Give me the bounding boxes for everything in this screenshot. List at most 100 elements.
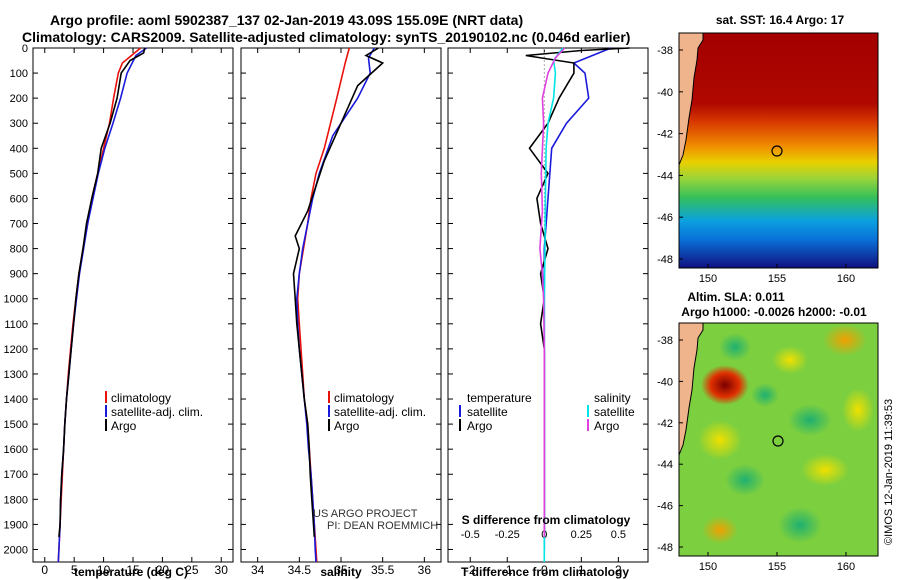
depth-tick-label: 500 xyxy=(10,168,28,180)
x-tick-label: 34.5 xyxy=(288,563,312,577)
x-tick-label: -1 xyxy=(502,563,513,577)
series-argo xyxy=(292,47,385,537)
legend-label-climatology: climatology xyxy=(334,391,394,405)
sla-anomaly-high xyxy=(701,365,749,405)
depth-tick-label: 1000 xyxy=(4,294,28,306)
depth-axis: 0 100 200 300 400 500 600 700 800 900 1000 1100 1200… xyxy=(4,43,648,556)
s-difference-axis-label: S difference from climatology xyxy=(462,513,631,527)
depth-tick-label: 1700 xyxy=(4,469,28,481)
sla-anomaly-high xyxy=(698,420,742,460)
lon-tick-label: 150 xyxy=(699,273,717,285)
x-tick-label: 1 xyxy=(578,563,585,577)
sla-anomaly-high xyxy=(801,454,849,486)
x-tick-label: 0 xyxy=(541,563,548,577)
depth-tick-label: 900 xyxy=(10,269,28,281)
lat-tick-label: -44 xyxy=(657,459,673,471)
lon-tick-label: 160 xyxy=(837,561,855,573)
lon-tick-label: 155 xyxy=(768,273,786,285)
salinity-axis-label: salinity xyxy=(320,565,362,579)
salinity-plot: 34 34.5 35 35.5 36 xyxy=(251,47,432,577)
x-tick-label: 30 xyxy=(215,563,229,577)
difference-legend: temperature satellite Argo salinity sate… xyxy=(459,391,635,433)
sla-anomaly-high xyxy=(772,346,808,374)
lat-tick-label: -42 xyxy=(657,418,673,430)
series-temperature-argo xyxy=(525,47,630,537)
x-tick-label: 36 xyxy=(418,563,432,577)
legend-label-argo: Argo xyxy=(334,419,360,433)
lat-tick-label: -38 xyxy=(657,45,673,57)
sla-map: -38 -40 -42 -44 -46 -48 150 155 160 xyxy=(657,322,879,573)
temperature-legend: climatology satellite-adj. clim. Argo xyxy=(105,391,203,433)
lon-tick-label: 155 xyxy=(768,561,786,573)
argo-location-marker xyxy=(771,145,783,157)
sst-map-frame xyxy=(678,32,879,269)
sla-map-title2: Argo h1000: -0.0026 h2000: -0.01 xyxy=(681,305,867,319)
difference-axis-label: T difference from climatology xyxy=(461,565,629,579)
sla-anomaly-low xyxy=(719,333,751,361)
depth-tick-label: 700 xyxy=(10,219,28,231)
sla-map-title1: Altim. SLA: 0.011 xyxy=(687,290,785,304)
sst-map-title: sat. SST: 16.4 Argo: 17 xyxy=(716,13,845,27)
lon-tick-label: 150 xyxy=(699,561,717,573)
legend-label-satellite: satellite-adj. clim. xyxy=(334,405,426,419)
lat-tick-label: -40 xyxy=(657,87,673,99)
argo-location-marker xyxy=(772,435,784,447)
depth-tick-label: 1900 xyxy=(4,519,28,531)
x-tick-label: 25 xyxy=(185,563,199,577)
sla-anomaly-low xyxy=(725,464,765,496)
series-temperature-satellite xyxy=(543,47,612,550)
x-tick-label-top: 0.25 xyxy=(571,529,592,541)
series-climatology xyxy=(296,47,351,563)
legend-label-climatology: climatology xyxy=(111,391,171,405)
sla-map-frame xyxy=(678,322,879,557)
lat-tick-label: -42 xyxy=(657,129,673,141)
lat-tick-label: -48 xyxy=(657,542,673,554)
chart-title-line2: Climatology: CARS2009. Satellite-adjuste… xyxy=(22,29,631,45)
sla-anomaly-low xyxy=(751,383,779,407)
sst-map-axes: -38 -40 -42 -44 -46 -48 150 155 160 xyxy=(657,45,855,285)
depth-tick-label: 0 xyxy=(22,43,28,55)
lat-tick-label: -46 xyxy=(657,501,673,513)
sla-anomaly-high xyxy=(823,324,867,356)
lat-tick-label: -46 xyxy=(657,212,673,224)
series-argo xyxy=(58,47,146,537)
difference-plot: -2 -1 0 1 2-0.5 -0.25 0 0.25 0.5 xyxy=(461,47,630,577)
depth-tick-label: 1100 xyxy=(4,319,28,331)
series-salinity-argo xyxy=(539,47,566,537)
difference-panel-frame xyxy=(447,47,649,563)
depth-tick-label: 1600 xyxy=(4,444,28,456)
depth-tick-label: 1300 xyxy=(4,369,28,381)
depth-tick-label: 1400 xyxy=(4,394,28,406)
depth-tick-label: 200 xyxy=(10,93,28,105)
temperature-plot: 0 5 10 15 20 25 30 xyxy=(41,47,229,577)
temperature-axis-label: temperature (deg C) xyxy=(74,565,188,579)
x-tick-label-top: -0.5 xyxy=(461,529,480,541)
imos-credit: ©IMOS 12-Jan-2019 11:39:53 xyxy=(883,399,895,545)
depth-tick-label: 2000 xyxy=(4,544,28,556)
x-tick-label: 20 xyxy=(156,563,170,577)
series-satellite-adj-clim- xyxy=(57,47,147,563)
x-tick-label: 35.5 xyxy=(371,563,395,577)
x-tick-label-top: 0.5 xyxy=(611,529,626,541)
lat-tick-label: -40 xyxy=(657,376,673,388)
project-credit-line2: PI: DEAN ROEMMICH xyxy=(327,520,438,532)
x-tick-label: 35 xyxy=(334,563,348,577)
legend-label-satellite: satellite-adj. clim. xyxy=(111,405,203,419)
x-tick-label: 0 xyxy=(41,563,48,577)
x-tick-label: 34 xyxy=(251,563,265,577)
depth-tick-label: 300 xyxy=(10,118,28,130)
legend-temp-argo: Argo xyxy=(467,419,493,433)
depth-tick-label: 1800 xyxy=(4,494,28,506)
depth-tick-label: 1500 xyxy=(4,419,28,431)
sst-map: -38 -40 -42 -44 -46 -48 150 155 160 xyxy=(657,32,879,285)
tasmania-coast xyxy=(678,322,704,456)
legend-temp-satellite: satellite xyxy=(467,405,508,419)
series-climatology xyxy=(57,47,142,563)
sla-map-axes: -38 -40 -42 -44 -46 -48 150 155 160 xyxy=(657,335,855,573)
temperature-panel-frame xyxy=(32,47,234,563)
chart-title-line1: Argo profile: aoml 5902387_137 02-Jan-20… xyxy=(50,12,524,28)
lon-tick-label: 160 xyxy=(837,273,855,285)
depth-tick-label: 1200 xyxy=(4,344,28,356)
sla-anomaly-low xyxy=(788,404,832,436)
